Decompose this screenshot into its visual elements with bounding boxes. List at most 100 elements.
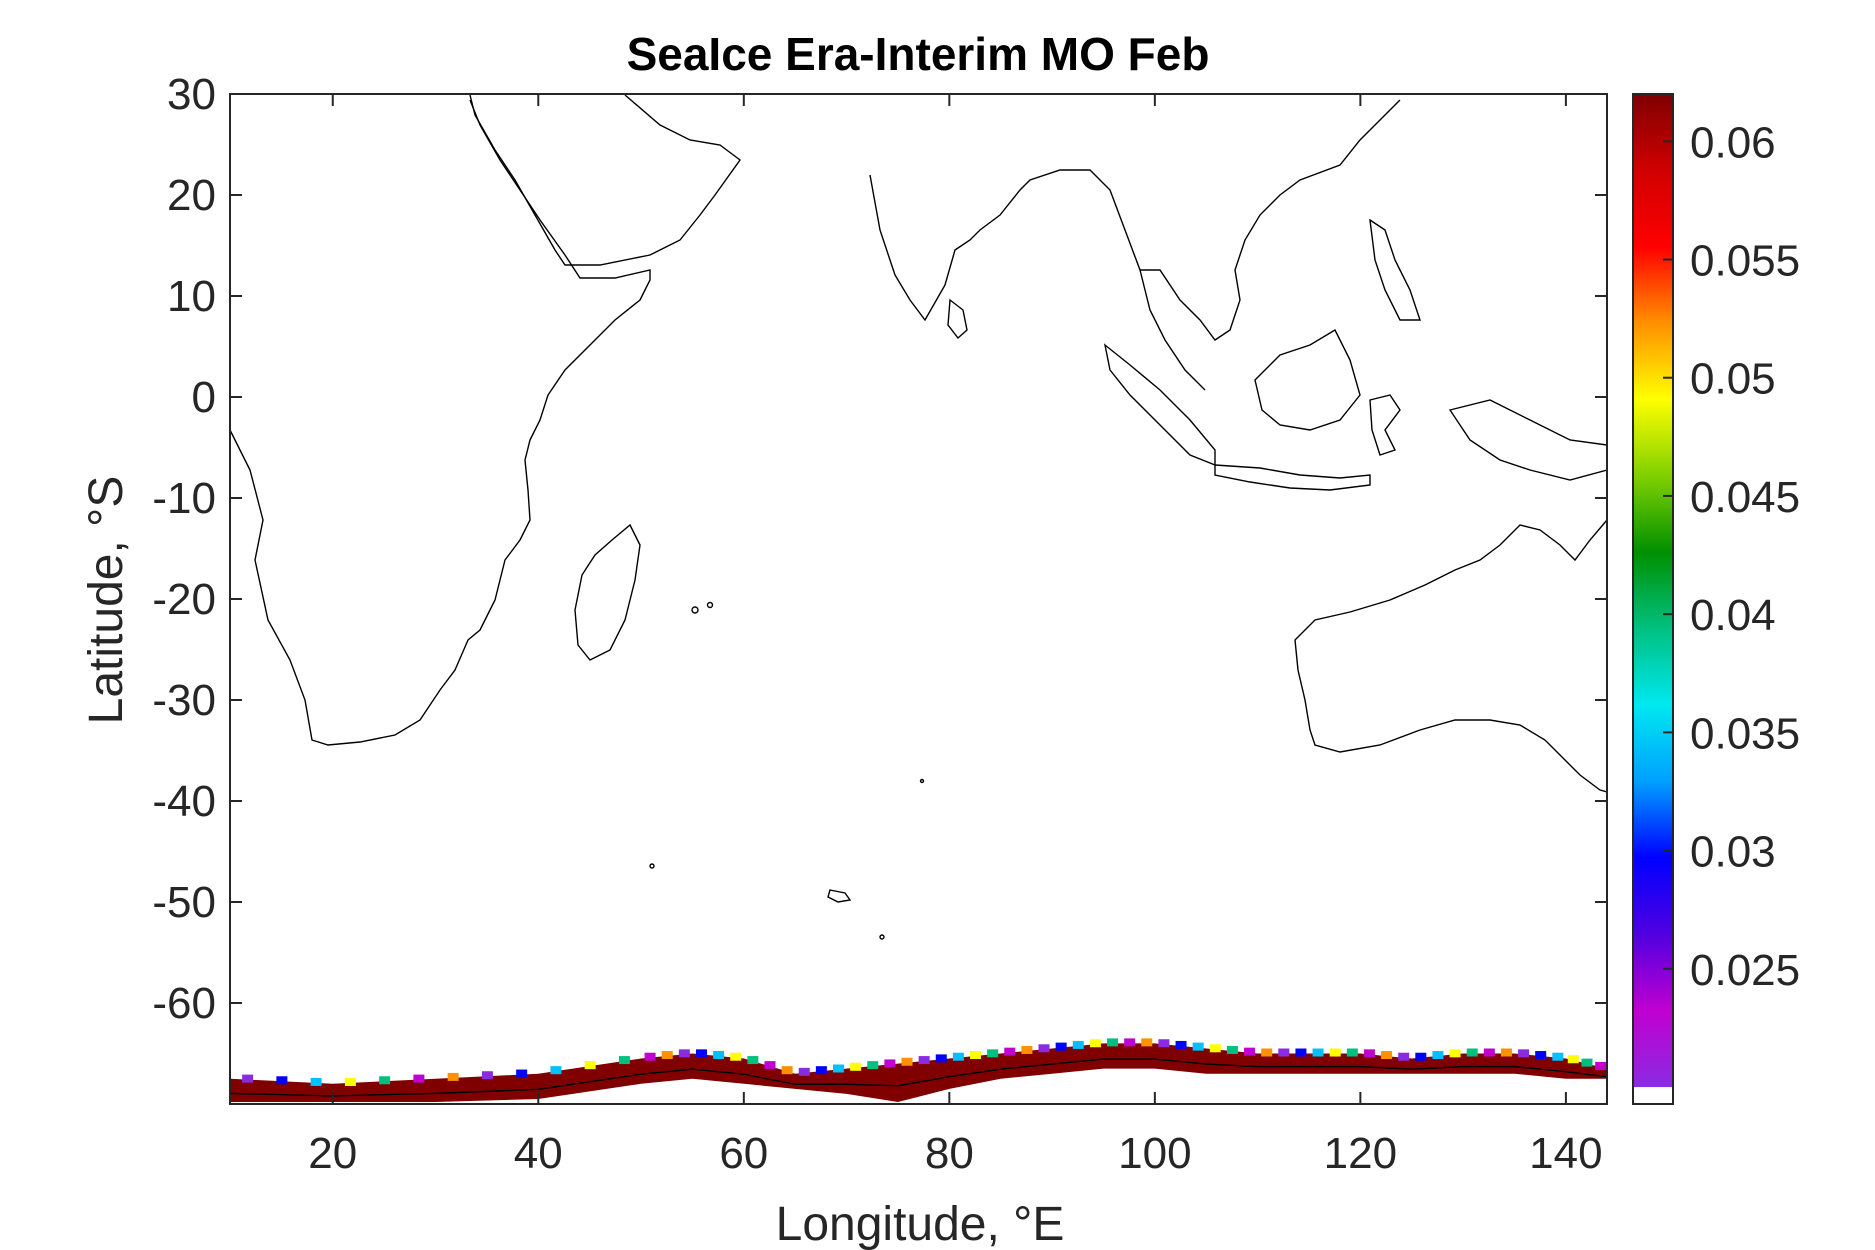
ice-edge-cell: [1415, 1052, 1427, 1061]
colorbar-below-range: [1633, 1087, 1673, 1104]
ice-edge-cell: [1244, 1047, 1256, 1056]
coastline-madagascar: [574, 523, 641, 661]
ice-edge-cell: [884, 1059, 896, 1068]
ice-edge-cell: [1312, 1048, 1324, 1057]
coastline-africa: [230, 99, 651, 746]
ice-edge-cell: [413, 1074, 425, 1083]
island-amsterdam: [919, 778, 925, 784]
ice-edge-cell: [1432, 1051, 1444, 1060]
coastline-borneo: [1254, 329, 1361, 431]
ice-edge-cell: [781, 1066, 793, 1075]
ice-edge-cell: [1595, 1061, 1607, 1070]
colorbar-tick-label: 0.06: [1690, 118, 1776, 167]
ice-edge-cell: [1226, 1045, 1238, 1054]
coastline-arabia: [469, 94, 741, 266]
ice-edge-cell: [1072, 1040, 1084, 1049]
ice-edge-cell: [1295, 1048, 1307, 1057]
ice-edge-cell: [1261, 1048, 1273, 1057]
x-tick-label: 120: [1324, 1129, 1397, 1178]
coastlines: [230, 94, 1607, 940]
ice-edge-cell: [344, 1077, 356, 1086]
ice-edge-cell: [516, 1069, 528, 1078]
ice-edge-cell: [481, 1071, 493, 1080]
island-mauritius: [691, 606, 699, 614]
ice-edge-cell: [1398, 1052, 1410, 1061]
coastline-antarctica: [230, 1058, 1607, 1097]
ice-edge-cell: [1055, 1042, 1067, 1051]
x-axis: 20 40 60 80 100 120 140: [308, 94, 1603, 1178]
y-tick-label: -10: [152, 474, 216, 523]
coastline-sulawesi: [1369, 394, 1401, 456]
ice-edge-cell: [935, 1054, 947, 1063]
x-tick-label: 100: [1118, 1129, 1191, 1178]
ice-edge-cell: [1141, 1038, 1153, 1047]
coastline-java: [1214, 464, 1371, 491]
colorbar-tick-label: 0.045: [1690, 473, 1800, 522]
coastline-newguinea: [1448, 399, 1607, 481]
colorbar-ticks: 0.06 0.055 0.05 0.045 0.04 0.035 0.03 0.025: [1663, 118, 1800, 995]
colorbar-tick-label: 0.035: [1690, 709, 1800, 758]
ice-edge-cell: [1089, 1039, 1101, 1048]
ice-edge-cell: [1466, 1048, 1478, 1057]
colorbar-tick-label: 0.025: [1690, 946, 1800, 995]
ice-edge-cell: [713, 1051, 725, 1060]
ice-edge-cell: [1567, 1055, 1579, 1064]
ice-edge-cell: [952, 1052, 964, 1061]
x-tick-label: 140: [1529, 1129, 1602, 1178]
coastline-philippines: [1369, 218, 1421, 321]
ice-edge-cell: [618, 1056, 630, 1065]
island-heard: [879, 934, 885, 940]
ice-edge-cell: [242, 1074, 254, 1083]
ice-edge-cell: [901, 1057, 913, 1066]
ice-edge-cell: [1449, 1049, 1461, 1058]
ice-edge-cell: [644, 1052, 656, 1061]
x-tick-label: 60: [719, 1129, 768, 1178]
y-tick-label: -30: [152, 676, 216, 725]
x-tick-label: 40: [514, 1129, 563, 1178]
y-axis: 30 20 10 0 -10 -20 -30 -40 -50 -60: [152, 70, 1607, 1028]
ice-edge-cell: [833, 1064, 845, 1073]
y-tick-label: 20: [167, 171, 216, 220]
coastline-indochina: [1140, 99, 1401, 341]
ice-edge-cell: [730, 1052, 742, 1061]
ice-edge-cell: [276, 1076, 288, 1085]
y-axis-label: Latitude, °S: [80, 476, 133, 725]
ice-edge-cell: [379, 1076, 391, 1085]
coastline-australia: [1294, 519, 1607, 793]
ice-edge-cell: [1278, 1048, 1290, 1057]
y-tick-label: -20: [152, 575, 216, 624]
ice-edge-cell: [1363, 1049, 1375, 1058]
ice-edge-cell: [1381, 1051, 1393, 1060]
y-tick-label: -50: [152, 878, 216, 927]
ice-edge-cell: [1192, 1042, 1204, 1051]
plot-background: [230, 94, 1607, 1104]
y-tick-label: -60: [152, 979, 216, 1028]
ice-edge-cell: [695, 1049, 707, 1058]
colorbar-tick-label: 0.055: [1690, 237, 1800, 286]
ice-edge-cell: [1346, 1048, 1358, 1057]
ice-edge-cell: [1175, 1040, 1187, 1049]
ice-edge-cell: [1500, 1048, 1512, 1057]
ice-edge-cell: [987, 1049, 999, 1058]
ice-edge-cell: [584, 1061, 596, 1070]
ice-edge-cell: [815, 1066, 827, 1075]
y-tick-label: 30: [167, 70, 216, 119]
ice-edge-cell: [1021, 1045, 1033, 1054]
y-tick-label: 10: [167, 272, 216, 321]
island-reunion: [706, 601, 714, 609]
colorbar-gradient: [1633, 94, 1673, 1087]
ice-edge-cell: [1107, 1038, 1119, 1047]
ice-edge-cell: [1581, 1058, 1593, 1067]
ice-edge-cell: [798, 1067, 810, 1076]
ice-edge-cell: [661, 1051, 673, 1060]
sea-ice-band: [230, 1043, 1607, 1102]
plot-area: 20 40 60 80 100 120 140 3020100-10-20-30-40-50…: [152, 70, 1608, 1178]
ice-edge-cell: [1552, 1052, 1564, 1061]
coastline-kerguelen: [827, 889, 852, 903]
ice-edge-cell: [918, 1056, 930, 1065]
colorbar: 0.06 0.055 0.05 0.045 0.04 0.035 0.03 0.025: [1632, 93, 1800, 1105]
chart-title: SeaIce Era-Interim MO Feb: [627, 28, 1210, 80]
sea-ice-layer: [230, 1038, 1607, 1102]
ice-edge-cell: [747, 1056, 759, 1065]
